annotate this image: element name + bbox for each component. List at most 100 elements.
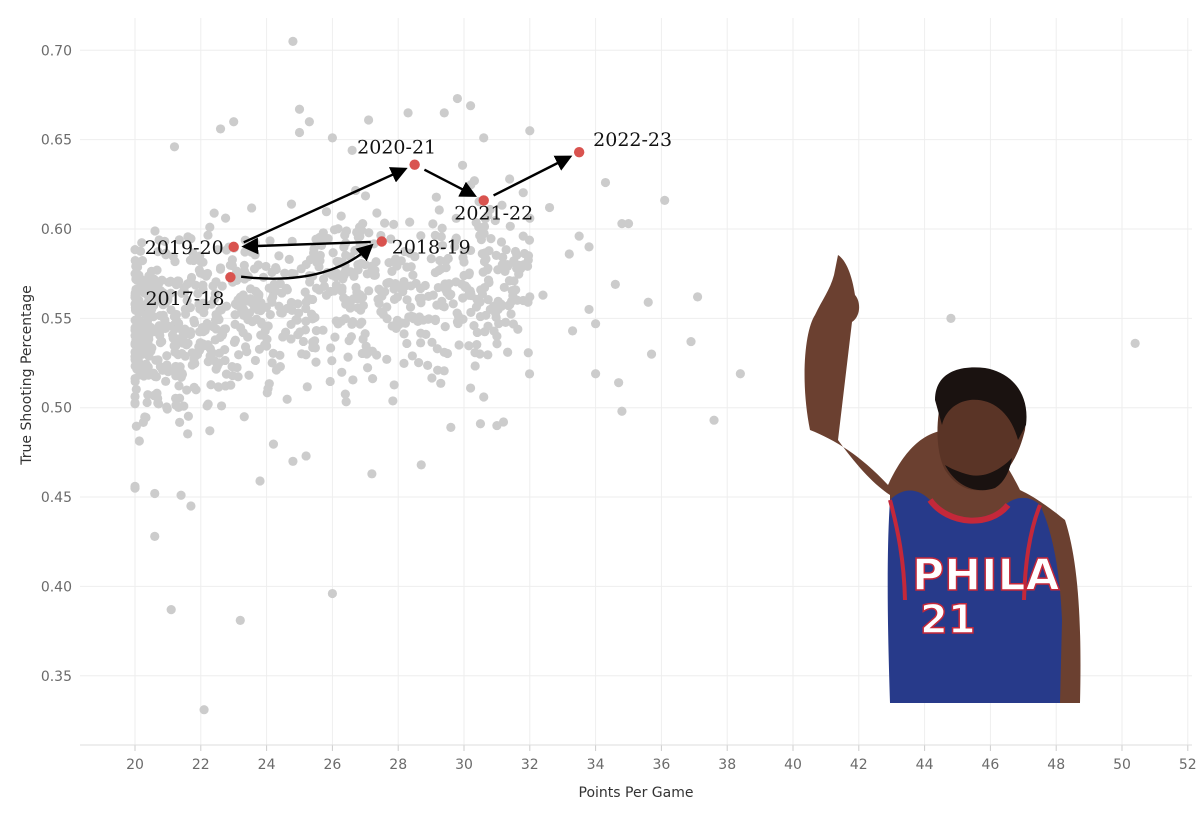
scatter-point	[160, 298, 171, 308]
scatter-point	[513, 324, 523, 334]
scatter-point	[244, 308, 255, 318]
scatter-point	[408, 270, 418, 280]
season-point	[225, 272, 236, 283]
scatter-point	[206, 380, 216, 390]
scatter-point	[584, 242, 594, 252]
x-tick-label: 36	[652, 757, 670, 773]
scatter-point	[182, 385, 192, 395]
scatter-point	[310, 312, 320, 323]
scatter-point	[538, 290, 548, 300]
scatter-point	[281, 327, 291, 337]
scatter-point	[286, 199, 297, 209]
scatter-point	[416, 460, 426, 470]
scatter-point	[407, 351, 417, 361]
scatter-point	[249, 264, 260, 274]
scatter-point	[448, 299, 458, 309]
scatter-point	[453, 311, 464, 321]
scatter-point	[130, 347, 140, 357]
scatter-point	[496, 299, 506, 309]
scatter-point	[253, 305, 263, 315]
x-tick-label: 38	[718, 757, 736, 773]
scatter-point	[221, 301, 232, 311]
scatter-point	[301, 297, 311, 307]
scatter-point	[318, 274, 329, 284]
season-point	[478, 195, 489, 206]
x-axis-title: Points Per Game	[579, 785, 694, 801]
scatter-point	[367, 373, 378, 384]
scatter-point	[497, 200, 507, 210]
scatter-point	[267, 358, 277, 368]
scatter-point	[155, 286, 166, 296]
scatter-point	[431, 192, 441, 202]
scatter-point	[287, 305, 297, 316]
scatter-point	[510, 246, 521, 257]
scatter-point	[203, 230, 213, 240]
scatter-point	[518, 188, 528, 198]
scatter-point	[451, 213, 461, 223]
scatter-point	[195, 304, 205, 314]
scatter-point	[314, 285, 324, 295]
scatter-point	[209, 208, 219, 218]
scatter-point	[321, 207, 332, 217]
scatter-point	[501, 245, 511, 255]
scatter-point	[149, 390, 159, 401]
scatter-point	[402, 295, 412, 305]
scatter-point	[170, 393, 181, 403]
scatter-point	[234, 301, 245, 311]
scatter-point	[189, 382, 199, 392]
scatter-point	[189, 318, 200, 328]
scatter-point	[263, 321, 273, 331]
scatter-point	[148, 312, 159, 322]
scatter-point	[465, 101, 476, 111]
scatter-point	[414, 358, 424, 368]
scatter-point	[326, 343, 336, 353]
scatter-point	[262, 388, 272, 398]
scatter-point	[327, 356, 337, 366]
scatter-point	[574, 231, 584, 241]
scatter-point	[199, 341, 209, 351]
scatter-point	[150, 488, 160, 499]
scatter-point	[301, 316, 311, 326]
scatter-point	[479, 228, 489, 239]
season-point	[409, 159, 420, 170]
scatter-point	[432, 344, 442, 354]
scatter-point	[451, 233, 461, 243]
scatter-point	[405, 302, 416, 312]
scatter-point	[399, 358, 409, 368]
x-tick-label: 50	[1113, 757, 1131, 773]
y-tick-label: 0.35	[41, 669, 72, 685]
season-label: 2019-20	[145, 237, 224, 259]
scatter-point	[301, 350, 311, 360]
scatter-point	[464, 268, 474, 278]
scatter-point	[600, 177, 611, 188]
scatter-point	[433, 282, 443, 293]
scatter-point	[333, 319, 343, 329]
scatter-point	[399, 329, 409, 339]
scatter-point	[255, 476, 265, 486]
scatter-point	[153, 399, 164, 409]
scatter-point	[173, 402, 184, 413]
scatter-point	[396, 256, 406, 266]
scatter-point	[480, 214, 490, 224]
background-points	[130, 36, 1140, 715]
scatter-point	[472, 327, 482, 338]
scatter-point	[472, 294, 482, 304]
scatter-point	[432, 300, 442, 310]
scatter-point	[239, 266, 249, 276]
scatter-point	[295, 327, 305, 337]
scatter-point	[434, 205, 444, 215]
season-arrow	[241, 237, 371, 255]
scatter-point	[503, 301, 514, 311]
scatter-point	[439, 366, 449, 376]
season-arrows	[240, 155, 573, 280]
scatter-point	[493, 265, 503, 275]
scatter-point	[311, 357, 321, 367]
scatter-point	[617, 219, 627, 229]
scatter-point	[130, 391, 140, 402]
scatter-point	[130, 376, 140, 387]
scatter-point	[215, 264, 226, 274]
scatter-point	[382, 354, 392, 364]
scatter-point	[169, 142, 180, 152]
season-arrow	[493, 155, 573, 197]
scatter-point	[370, 270, 380, 280]
